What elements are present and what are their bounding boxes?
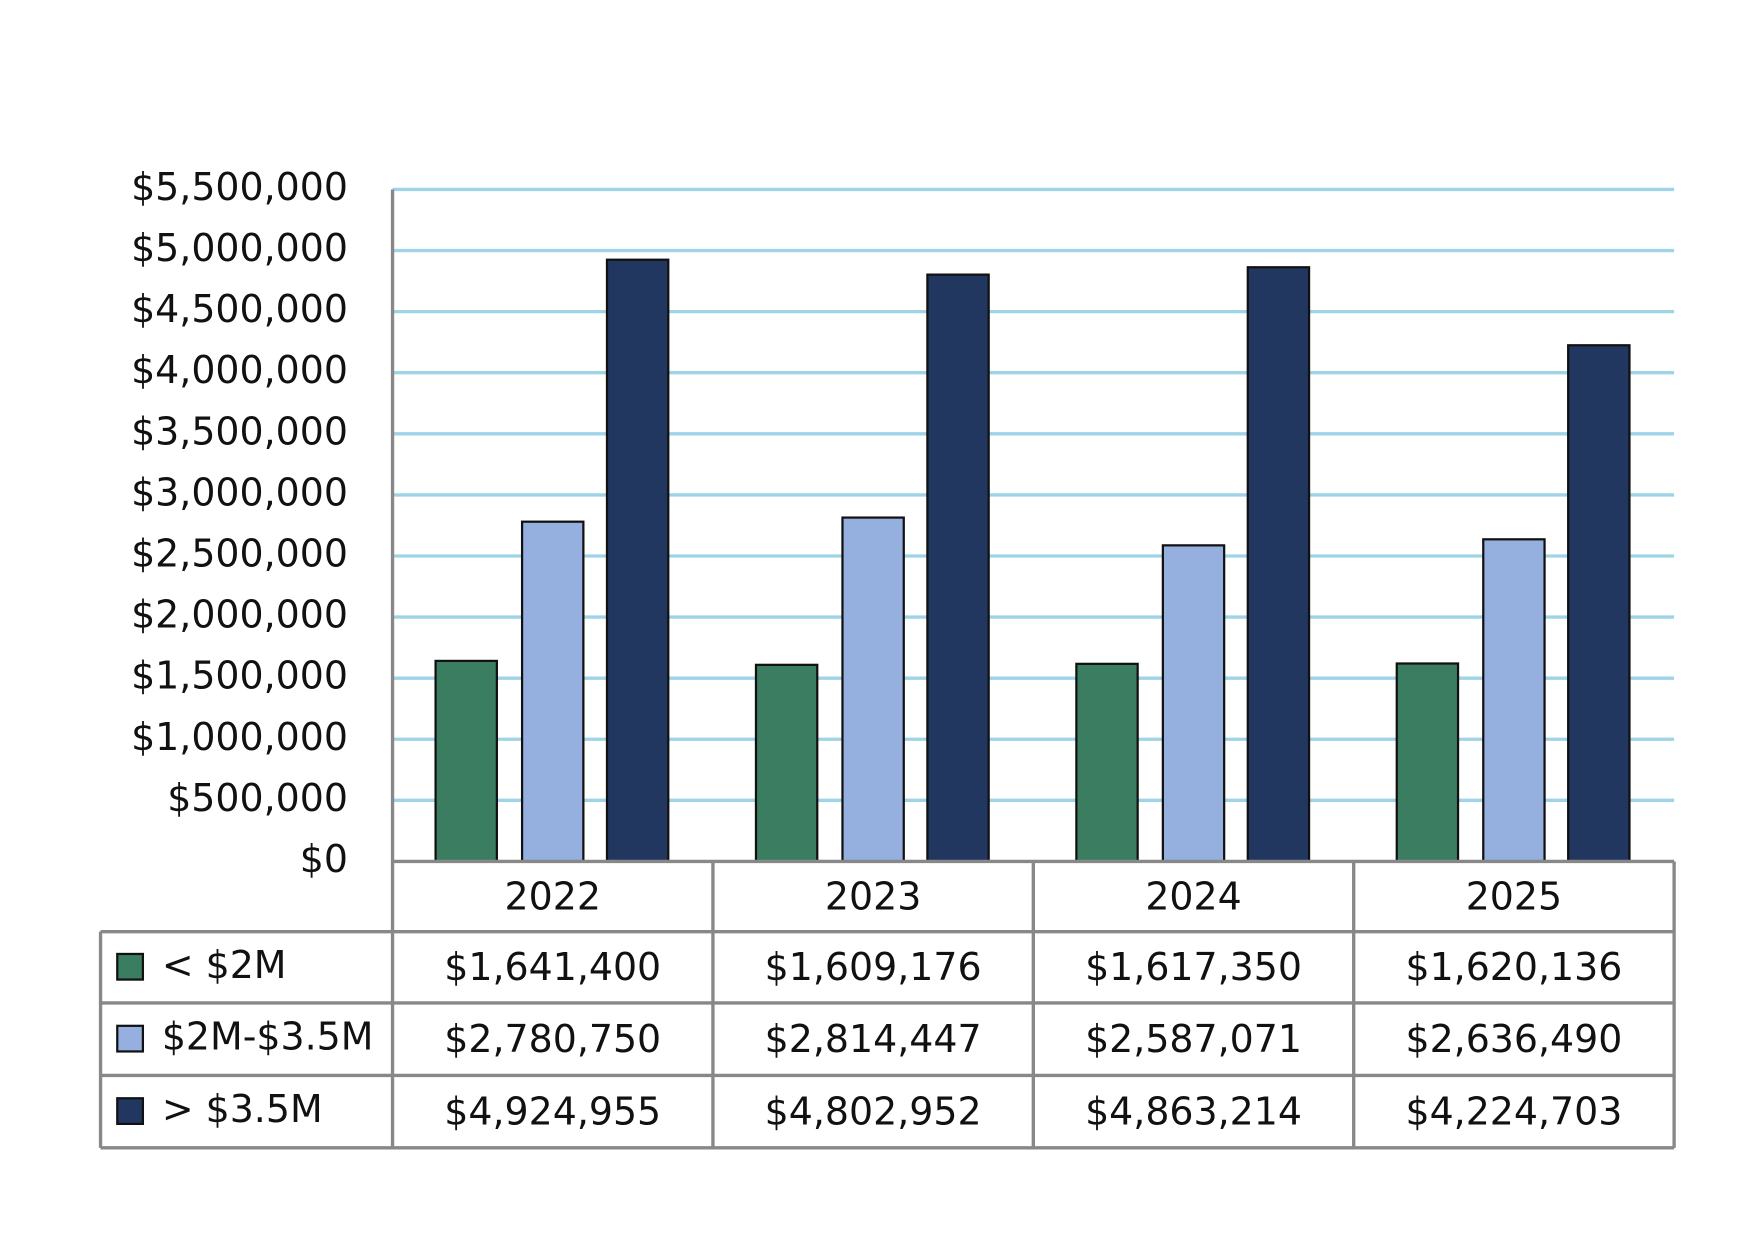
y-tick-label: $0 [300,837,348,881]
table-value: $1,617,350 [1085,945,1302,989]
bar [754,663,819,863]
table-value: $4,863,214 [1085,1089,1302,1133]
table-value: $1,620,136 [1405,945,1622,989]
bar [1075,662,1139,863]
bar [1161,544,1226,863]
y-tick-label: $500,000 [167,776,348,820]
table-value: $4,924,955 [444,1089,661,1133]
bar [605,258,670,863]
x-tick-label: 2022 [505,874,601,918]
bar [926,273,990,863]
y-tick-label: $3,000,000 [131,470,348,514]
legend-swatch [116,1024,145,1053]
y-tick-label: $1,500,000 [131,654,348,698]
table-value: $2,780,750 [444,1017,661,1061]
legend-label: < $2M [162,943,287,987]
y-tick-label: $2,500,000 [131,531,348,575]
x-tick-label: 2024 [1145,874,1241,918]
legend-swatch [116,952,145,981]
bar [1482,538,1546,863]
y-tick-label: $5,500,000 [131,165,348,209]
legend-swatch [116,1097,145,1126]
bar [1395,662,1460,863]
x-tick-label: 2025 [1466,874,1562,918]
table-value: $4,802,952 [765,1089,982,1133]
table-value: $1,609,176 [765,945,982,989]
y-tick-label: $5,000,000 [131,226,348,270]
y-tick-label: $2,000,000 [131,593,348,637]
table-value: $1,641,400 [444,945,661,989]
y-tick-label: $3,500,000 [131,409,348,453]
bar [841,516,905,863]
legend-label: $2M-$3.5M [162,1015,374,1059]
bar [520,520,585,863]
table-value: $2,636,490 [1405,1017,1622,1061]
y-tick-label: $4,500,000 [131,287,348,331]
bar [1567,344,1631,863]
table-value: $4,224,703 [1405,1089,1622,1133]
table-value: $2,814,447 [765,1017,982,1061]
table-value: $2,587,071 [1085,1017,1302,1061]
y-tick-label: $1,000,000 [131,715,348,759]
y-tick-label: $4,000,000 [131,348,348,392]
bar [1246,266,1311,863]
bar [434,659,498,863]
x-tick-label: 2023 [825,874,921,918]
legend-label: > $3.5M [162,1087,323,1131]
